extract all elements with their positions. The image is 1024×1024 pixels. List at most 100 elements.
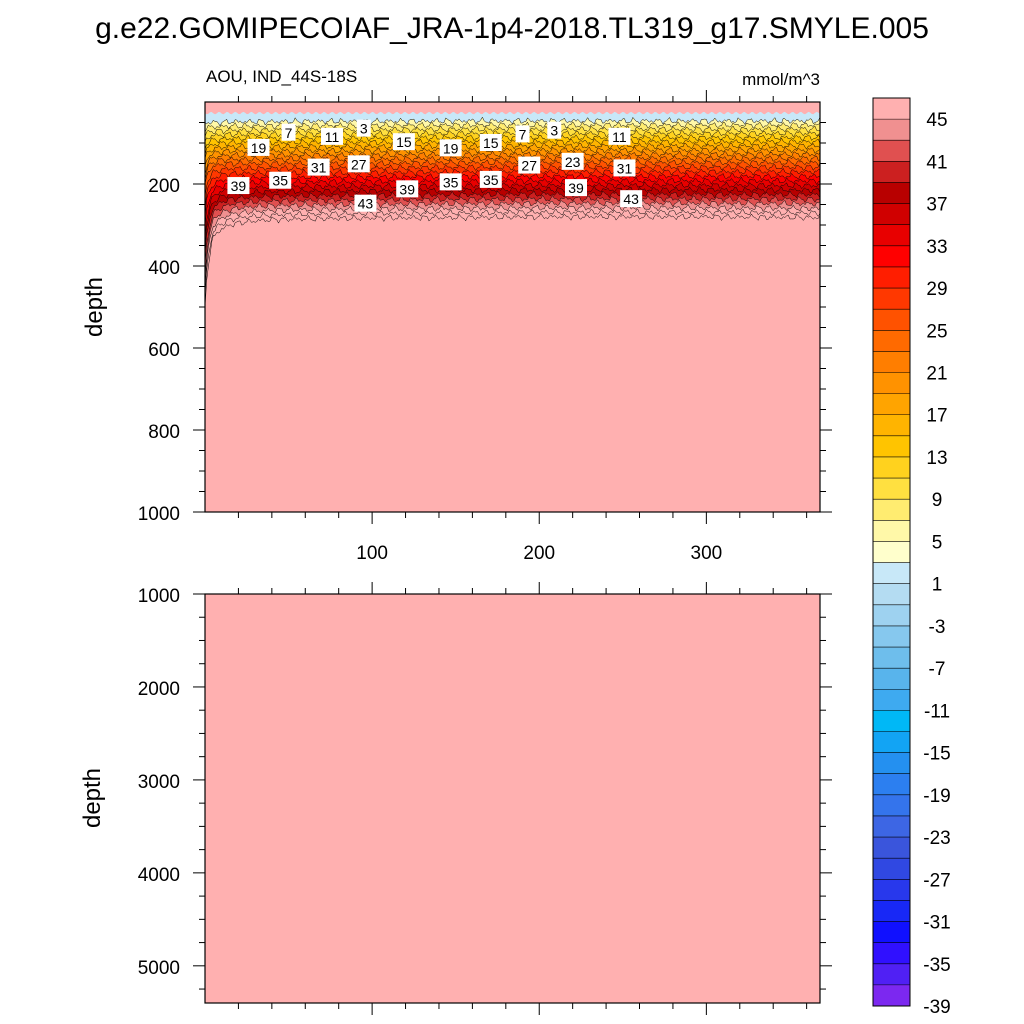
contour-label: 27 [518, 156, 541, 174]
contour-label: 39 [565, 179, 588, 197]
contour-line-5 [204, 125, 821, 137]
contour-label-box [321, 127, 344, 145]
colorbar-swatch [873, 583, 910, 606]
contour-line-25 [204, 167, 821, 209]
contour-line-7 [204, 129, 821, 142]
contour-line-9 [204, 133, 821, 149]
colorbar-swatch [873, 879, 910, 901]
contour-line-21 [204, 158, 821, 184]
contour-label: 35 [269, 171, 292, 189]
contour-label-text: 31 [617, 160, 633, 176]
contour-line-37 [204, 194, 821, 264]
colorbar-swatch [873, 456, 910, 479]
contour-label-text: 23 [565, 154, 581, 170]
colorbar-swatch [873, 351, 910, 374]
colorbar-swatch [873, 182, 910, 205]
contour-label-box [227, 177, 250, 195]
band-41-43 [205, 204, 820, 297]
colorbar-label: 1 [932, 575, 943, 596]
colorbar-label: 41 [926, 152, 947, 173]
contour-label: 11 [608, 127, 631, 145]
colorbar-label: -35 [923, 955, 950, 976]
contour-label-text: 19 [443, 140, 459, 156]
band-35-37 [205, 190, 820, 264]
contour-label-text: 15 [483, 135, 499, 151]
colorbar-swatch [873, 245, 910, 268]
colorbar-swatch [873, 689, 910, 711]
contour-line-27 [204, 172, 821, 218]
contour-line-17 [204, 150, 821, 175]
colorbar-label: 29 [926, 279, 947, 300]
contour-label-box [269, 171, 292, 189]
colorbar-label: 13 [926, 448, 947, 469]
contour-line-35 [204, 190, 821, 255]
contour-label: 39 [396, 180, 419, 198]
colorbar-label: 9 [932, 490, 943, 511]
colorbar-swatch [873, 520, 910, 542]
upper-title-right: mmol/m^3 [742, 70, 820, 89]
y-tick-label: 800 [148, 422, 180, 443]
contour-label-text: 15 [396, 134, 412, 150]
colorbar-label: -39 [923, 997, 950, 1018]
y-tick-label: 2000 [138, 679, 180, 700]
colorbar-swatch [873, 203, 910, 226]
colorbar-swatch [873, 963, 910, 986]
colorbar-label: 21 [926, 364, 947, 385]
contour-line-19 [204, 154, 821, 180]
colorbar-label: 5 [932, 532, 943, 553]
colorbar-swatch [873, 647, 910, 669]
band-13-15 [205, 142, 820, 166]
contour-label: 31 [613, 159, 636, 177]
contour-label: 19 [439, 139, 462, 157]
colorbar-label: 37 [926, 195, 947, 216]
upper-contour-labels: 7 11 3 19 15 19 15 7 3 11 31 27 23 27 31 39 35 43 39 35 35 39… [227, 119, 643, 212]
colorbar-swatch [873, 668, 910, 690]
contour-label-text: 43 [358, 196, 374, 212]
colorbar-swatch [873, 984, 910, 1007]
colorbar-label: -27 [923, 870, 950, 891]
colorbar-swatch [873, 837, 910, 859]
colorbar-swatch [873, 752, 910, 775]
contour-label-box [356, 119, 371, 137]
contour-line-15 [204, 145, 821, 166]
colorbar-swatch [873, 161, 910, 183]
contour-label: 43 [620, 190, 643, 208]
colorbar-label: -3 [929, 617, 946, 638]
colorbar-swatch [873, 266, 910, 289]
colorbar-swatch [873, 773, 910, 796]
colorbar: 45 41 37 33 29 25 21 17 13 9 5 1 -3 -7 -11 -15 -19 -23 -27… [872, 97, 951, 1018]
colorbar-label: -31 [923, 913, 950, 934]
colorbar-swatch [873, 330, 910, 352]
contour-label-text: 3 [550, 123, 558, 139]
contour-label-box [347, 155, 370, 173]
upper-title-left: AOU, IND_44S-18S [206, 67, 357, 86]
contour-label-text: 31 [311, 160, 327, 176]
y-tick-label: 1000 [138, 504, 180, 525]
colorbar-swatch [873, 119, 910, 141]
contour-label-text: 43 [623, 191, 639, 207]
contour-label-box [392, 133, 415, 151]
colorbar-swatch [873, 731, 910, 754]
contour-label-text: 27 [521, 158, 537, 174]
colorbar-label: -11 [924, 701, 950, 722]
upper-panel: 7 11 3 19 15 19 15 7 3 11 31 27 23 27 31 39 35 43 39 35 35 39… [81, 90, 832, 564]
contour-label-text: 39 [568, 180, 584, 196]
contour-label: 15 [392, 133, 415, 151]
band-29-31 [205, 177, 820, 239]
contour-line-11 [204, 137, 821, 156]
colorbar-swatch [873, 541, 910, 564]
contour-label-box [613, 159, 636, 177]
contour-line-3 [204, 121, 821, 133]
contour-line-31 [204, 181, 821, 239]
contour-label: 3 [547, 121, 562, 139]
contour-label-text: 39 [231, 178, 247, 194]
contour-line-43 [204, 208, 821, 297]
colorbar-swatch [873, 562, 910, 585]
lower-plot-frame [204, 593, 821, 1004]
contour-line-41 [204, 203, 821, 288]
contour-line-1 [204, 116, 821, 127]
contour-label-box [565, 179, 588, 197]
x-tick-label: 200 [523, 543, 555, 564]
contour-label: 31 [307, 158, 330, 176]
colorbar-swatch [873, 224, 910, 247]
